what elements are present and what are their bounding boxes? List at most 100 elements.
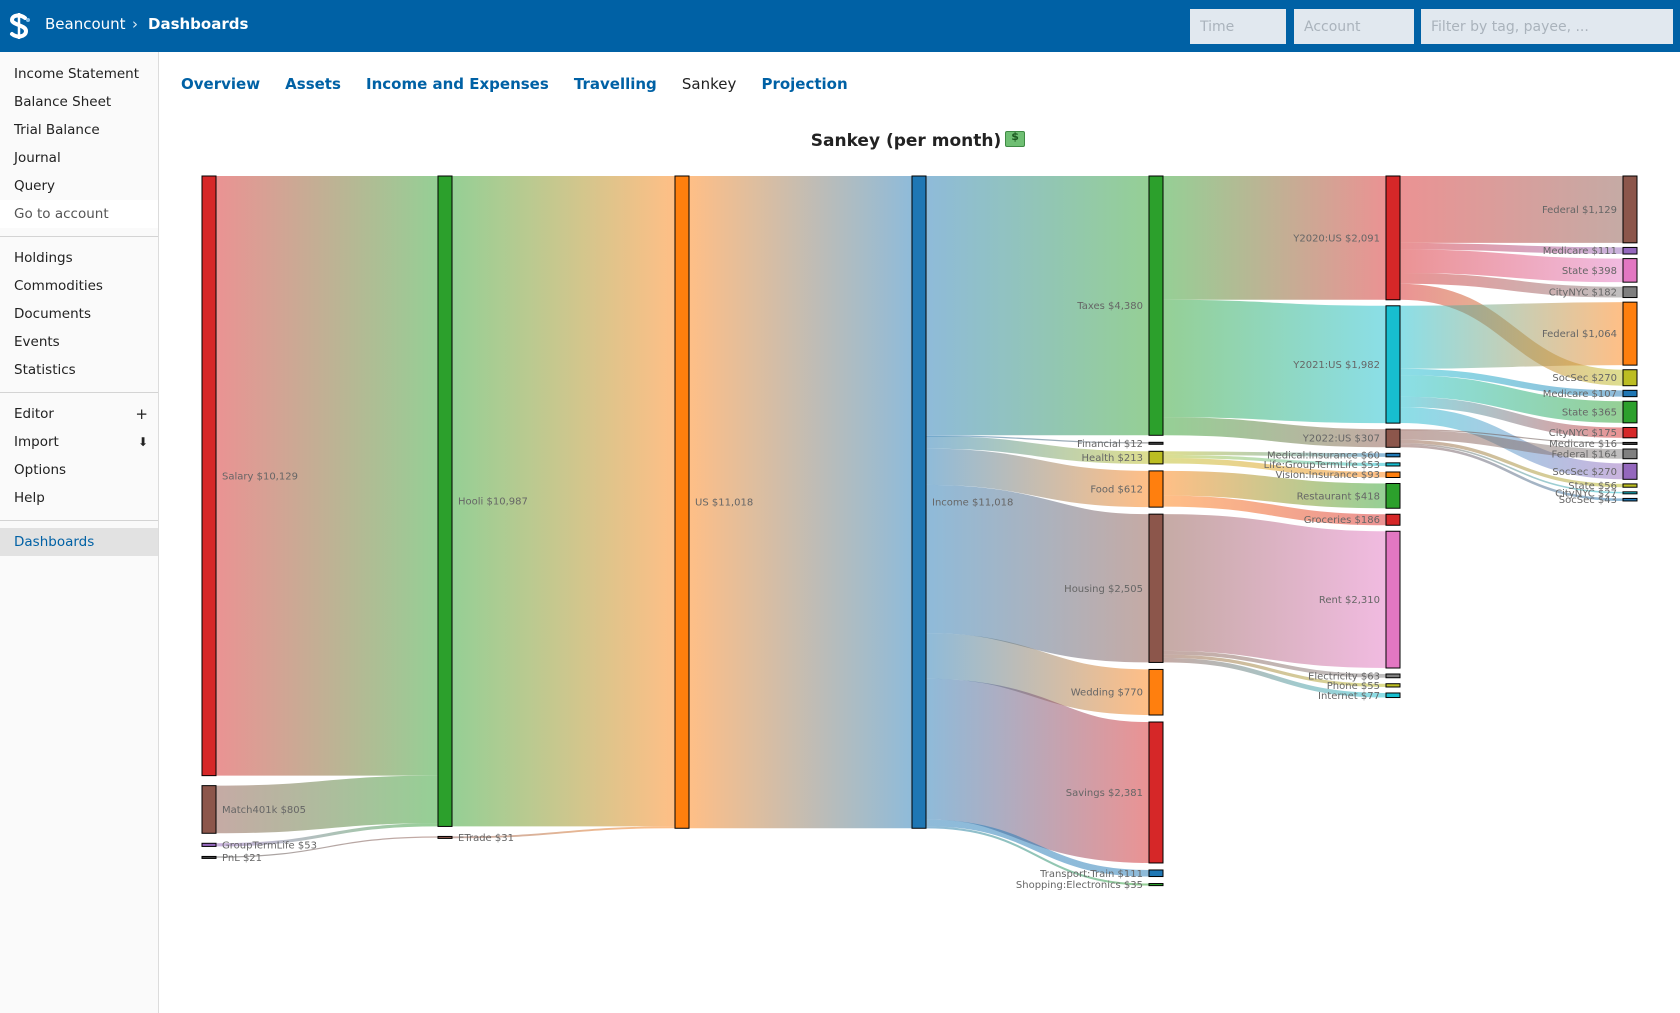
sankey-link-y2022-fed22[interactable] [1399,430,1624,459]
sankey-link-income-housing[interactable] [925,484,1150,663]
sidebar-item-editor[interactable]: Editor + [0,400,158,428]
sankey-link-housing-phone[interactable] [1162,654,1387,687]
sankey-link-y2020-soc20[interactable] [1399,283,1624,386]
sankey-node-state21[interactable] [1622,400,1638,424]
sankey-node-soc22[interactable] [1622,497,1638,502]
sidebar-item-statistics[interactable]: Statistics [14,362,76,378]
sankey-node-housing[interactable] [1148,513,1164,663]
sankey-node-city20[interactable] [1622,286,1638,299]
sankey-node-state22[interactable] [1622,483,1638,488]
sankey-node-pnl[interactable] [201,855,217,859]
sankey-link-income-savings[interactable] [924,678,1151,863]
sankey-link-income-shopping[interactable] [925,826,1150,886]
sankey-node-med21[interactable] [1622,389,1638,398]
sidebar-item-journal[interactable]: Journal [14,150,61,166]
sankey-node-taxes[interactable] [1148,175,1164,436]
sankey-link-y2021-soc21[interactable] [1399,407,1624,480]
sankey-link-food-restaurant[interactable] [1162,470,1387,509]
sankey-node-med20[interactable] [1622,246,1638,255]
sankey-node-city22[interactable] [1622,491,1638,495]
sankey-link-taxes-y2022[interactable] [1162,417,1387,448]
sankey-node-savings[interactable] [1148,721,1164,864]
sidebar-item-balance-sheet[interactable]: Balance Sheet [14,94,112,110]
sankey-link-y2022-city22[interactable] [1399,443,1624,494]
sankey-node-match401k[interactable] [201,785,217,834]
sidebar-item-help[interactable]: Help [14,490,45,506]
sankey-node-fed22[interactable] [1622,448,1638,460]
sankey-node-fed21[interactable] [1622,301,1638,366]
sankey-node-state20[interactable] [1622,258,1638,283]
sidebar-item-dashboards[interactable]: Dashboards [0,528,158,556]
sankey-node-medins[interactable] [1385,452,1401,458]
sankey-link-gtl_in-hooli[interactable] [215,823,439,847]
download-icon[interactable]: ⬇ [137,435,148,449]
sidebar-item-options[interactable]: Options [14,462,67,478]
sankey-node-phone[interactable] [1385,683,1401,688]
sankey-node-salary[interactable] [201,175,217,777]
sankey-node-food[interactable] [1148,470,1164,508]
beancount-logo-icon[interactable] [6,12,32,40]
sankey-node-hooli[interactable] [437,175,453,827]
sankey-link-y2020-state20[interactable] [1399,249,1624,283]
sidebar-item-income-statement[interactable]: Income Statement [14,66,140,82]
sankey-node-internet[interactable] [1385,692,1401,699]
sidebar-item-events[interactable]: Events [14,334,60,350]
account-filter-input[interactable] [1294,9,1414,44]
app-name-link[interactable]: Beancount [45,15,126,33]
sankey-node-income[interactable] [911,175,927,829]
sankey-link-y2021-fed21[interactable] [1399,302,1624,369]
sankey-link-housing-rent[interactable] [1162,514,1387,668]
sankey-node-fed20[interactable] [1622,175,1638,244]
sankey-link-y2022-soc22[interactable] [1399,444,1624,501]
sankey-node-med22[interactable] [1622,441,1638,445]
sankey-link-y2020-city20[interactable] [1399,272,1624,298]
sankey-node-financial[interactable] [1148,441,1164,445]
sankey-link-health-visins[interactable] [1162,457,1387,478]
sankey-link-etrade-us[interactable] [451,826,676,839]
sankey-node-y2021[interactable] [1385,305,1401,424]
sidebar-item-import[interactable]: Import ⬇ [0,428,158,456]
sankey-node-groceries[interactable] [1385,513,1401,526]
sankey-node-electricity[interactable] [1385,673,1401,679]
sankey-link-income-financial[interactable] [925,435,1150,444]
sidebar-item-query[interactable]: Query [14,178,56,194]
sankey-node-y2020[interactable] [1385,175,1401,301]
sankey-node-health[interactable] [1148,450,1164,465]
sankey-link-income-wedding[interactable] [925,633,1150,716]
sankey-link-pnl-etrade[interactable] [215,836,439,858]
sankey-node-visins[interactable] [1385,471,1401,478]
sankey-link-income-transport[interactable] [925,819,1150,877]
sankey-node-restaurant[interactable] [1385,482,1401,509]
sankey-node-shopping[interactable] [1148,883,1164,887]
sankey-link-y2021-med21[interactable] [1399,368,1624,397]
sankey-node-soc21[interactable] [1622,462,1638,480]
tab-assets[interactable]: Assets [285,75,341,93]
sankey-link-y2022-med22[interactable] [1399,429,1624,444]
time-filter-input[interactable] [1190,9,1286,44]
sankey-node-transport[interactable] [1148,869,1164,878]
sankey-link-y2022-state22[interactable] [1399,439,1624,488]
sankey-link-match401k-hooli[interactable] [215,775,439,834]
sankey-link-y2021-city21[interactable] [1399,396,1624,438]
sankey-link-income-food[interactable] [925,448,1150,508]
sankey-link-income-health[interactable] [925,436,1150,464]
sankey-node-city21[interactable] [1622,426,1638,439]
sankey-node-lifegtl[interactable] [1385,462,1401,467]
sankey-node-soc20[interactable] [1622,369,1638,387]
sankey-node-rent[interactable] [1385,530,1401,669]
sidebar-item-trial-balance[interactable]: Trial Balance [14,122,100,138]
sankey-node-wedding[interactable] [1148,668,1164,716]
sankey-link-y2020-med20[interactable] [1399,242,1624,255]
sankey-node-y2022[interactable] [1385,428,1401,448]
sidebar-item-holdings[interactable]: Holdings [14,250,73,266]
sankey-link-food-groceries[interactable] [1162,495,1387,526]
sidebar-item-commodities[interactable]: Commodities [14,278,103,294]
tag-payee-filter-input[interactable] [1421,9,1673,44]
sankey-node-etrade[interactable] [437,835,453,839]
tab-travelling[interactable]: Travelling [573,75,657,93]
sankey-link-housing-electricity[interactable] [1162,650,1387,678]
sankey-link-y2021-state21[interactable] [1399,375,1624,423]
tab-sankey[interactable]: Sankey [681,75,737,93]
sankey-link-taxes-y2021[interactable] [1162,299,1387,424]
sankey-node-us[interactable] [674,175,690,829]
